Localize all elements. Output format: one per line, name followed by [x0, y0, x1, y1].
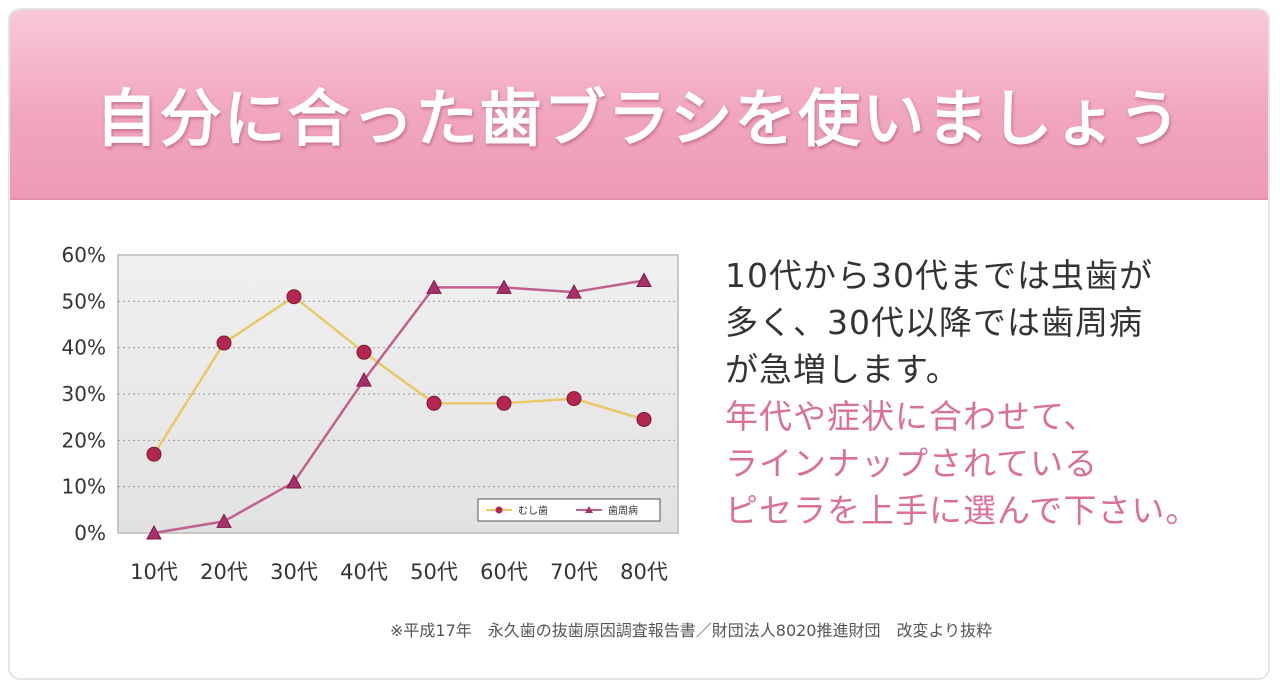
- infographic-card: 自分に合った歯ブラシを使いましょう 0% 10% 20% 30% 40% 50% 60% 1…: [8, 8, 1270, 680]
- highlight-line: 年代や症状に合わせて、: [725, 397, 1098, 436]
- data-point: [566, 284, 582, 299]
- data-point: [356, 344, 372, 360]
- data-point: [636, 411, 652, 427]
- series-line: [153, 279, 645, 535]
- y-tick-label: 50%: [62, 289, 106, 313]
- x-axis-ticks: 10代 20代 30代 40代 50代 60代 70代 80代: [130, 560, 668, 584]
- data-point: [426, 395, 442, 411]
- y-tick-label: 40%: [62, 336, 106, 360]
- grid-lines: [118, 300, 678, 488]
- y-tick-label: 30%: [62, 382, 106, 406]
- data-point: [496, 279, 512, 294]
- description-block: 10代から30代までは虫歯が 多く、30代以降では歯周病 が急増します。 年代や…: [725, 252, 1265, 534]
- data-point: [496, 395, 512, 411]
- data-point: [356, 372, 372, 387]
- legend-label: 歯周病: [608, 504, 638, 517]
- data-point: [146, 446, 162, 462]
- x-tick-label: 30代: [270, 560, 318, 584]
- data-point: [286, 473, 302, 489]
- data-point: [286, 289, 302, 305]
- legend-marker: [495, 506, 503, 514]
- legend-marker: [585, 506, 593, 513]
- source-footnote: ※平成17年 永久歯の抜歯原因調査報告書／財団法人8020推進財団 改変より抜粋: [390, 621, 993, 640]
- x-tick-label: 70代: [550, 560, 598, 584]
- description-line: が急増します。: [725, 350, 960, 389]
- y-tick-label: 0%: [74, 521, 106, 545]
- data-point: [566, 391, 582, 407]
- data-point: [146, 524, 162, 540]
- series-line: [152, 295, 645, 455]
- age-line-chart: 0% 10% 20% 30% 40% 50% 60% 10代 20代 30代 40代 50代 60代 7…: [62, 243, 679, 584]
- data-point: [426, 279, 442, 294]
- x-tick-label: 80代: [620, 560, 668, 584]
- banner-title: 自分に合った歯ブラシを使いましょう: [95, 82, 1183, 155]
- legend-label: むし歯: [518, 504, 548, 517]
- x-tick-label: 10代: [130, 560, 178, 584]
- description-line: 多く、30代以降では歯周病: [725, 303, 1143, 342]
- series-layer: [146, 272, 652, 540]
- x-tick-label: 40代: [340, 560, 388, 584]
- y-tick-label: 20%: [62, 428, 106, 452]
- legend-box: [477, 498, 661, 522]
- x-tick-label: 20代: [200, 560, 248, 584]
- highlight-line: ピセラを上手に選んで下さい。: [725, 491, 1200, 530]
- chart-legend: むし歯 歯周病: [477, 498, 661, 522]
- x-tick-label: 60代: [480, 560, 528, 584]
- y-tick-label: 10%: [62, 475, 106, 499]
- x-tick-label: 50代: [410, 560, 458, 584]
- title-banner: 自分に合った歯ブラシを使いましょう: [10, 10, 1268, 200]
- highlight-line: ラインナップされている: [725, 444, 1099, 483]
- data-point: [216, 513, 232, 528]
- description-line: 10代から30代までは虫歯が: [725, 256, 1153, 295]
- data-point: [636, 272, 652, 287]
- data-point: [216, 335, 232, 351]
- y-axis-ticks: 0% 10% 20% 30% 40% 50% 60%: [62, 243, 106, 545]
- y-tick-label: 60%: [62, 243, 106, 267]
